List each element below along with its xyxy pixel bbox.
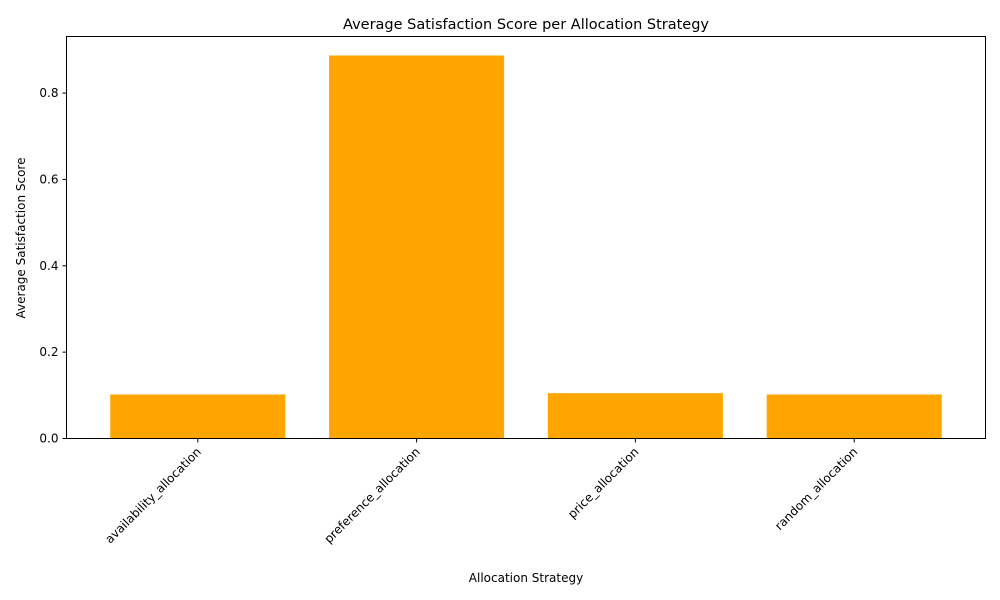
bar-random_allocation xyxy=(766,394,942,439)
y-tick-label: 0.6 xyxy=(39,172,58,186)
y-axis-label: Average Satisfaction Score xyxy=(14,158,28,319)
chart-title: Average Satisfaction Score per Allocatio… xyxy=(343,17,709,33)
bars-group xyxy=(110,55,942,439)
y-tick-label: 0.4 xyxy=(39,259,58,273)
bar-preference_allocation xyxy=(329,55,505,439)
bar-price_allocation xyxy=(547,393,723,439)
y-tick-label: 0.0 xyxy=(39,432,58,446)
bar-availability_allocation xyxy=(110,394,286,439)
y-axis-ticks: 0.0 0.2 0.4 0.6 0.8 xyxy=(39,86,67,446)
plot-frame xyxy=(66,36,986,439)
y-tick-label: 0.8 xyxy=(39,86,58,100)
y-tick-label: 0.2 xyxy=(39,345,58,359)
x-axis-label: Allocation Strategy xyxy=(469,571,583,585)
